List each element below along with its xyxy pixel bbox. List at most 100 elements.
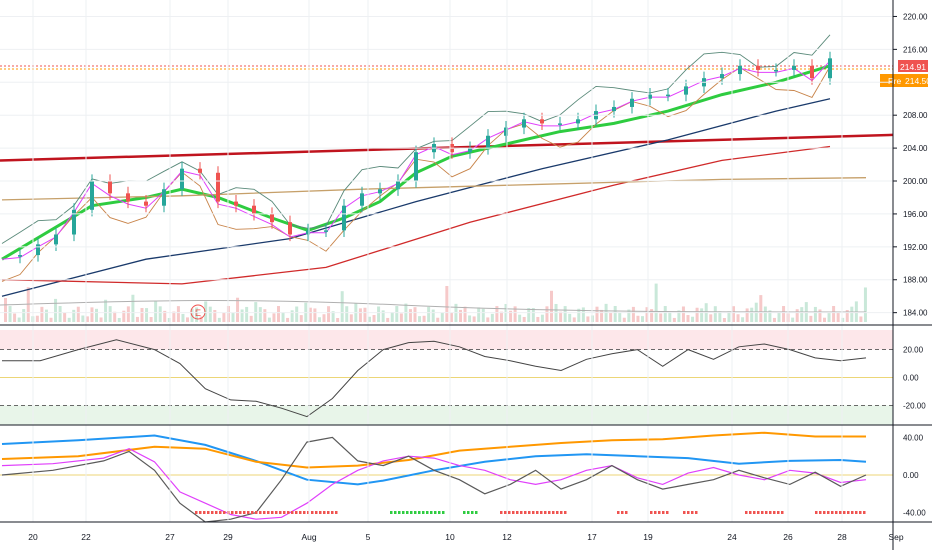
volume-bar-82 bbox=[377, 306, 381, 322]
volume-bar-134 bbox=[613, 306, 617, 322]
signal-dot-0-215 bbox=[215, 511, 218, 514]
volume-bar-161 bbox=[736, 314, 740, 322]
volume-bar-51 bbox=[236, 297, 240, 322]
earnings-marker-icon[interactable] bbox=[190, 304, 206, 320]
x-tick-label-13: Sep bbox=[888, 532, 903, 542]
volume-bar-124 bbox=[568, 313, 572, 322]
price-tick-label-4: 204.00 bbox=[903, 144, 928, 153]
volume-bar-80 bbox=[368, 316, 371, 322]
volume-bar-10 bbox=[49, 317, 53, 322]
signal-dot-0-231 bbox=[231, 511, 234, 514]
volume-bar-62 bbox=[286, 317, 290, 322]
volume-bar-144 bbox=[659, 313, 663, 322]
volume-bar-37 bbox=[172, 311, 176, 322]
volume-bar-185 bbox=[845, 309, 849, 322]
signal-dot-0-299 bbox=[299, 511, 302, 514]
signal-dot-1-414 bbox=[414, 511, 417, 514]
price-panel bbox=[0, 34, 894, 322]
volume-bar-20 bbox=[95, 308, 98, 322]
signal-dot-0-287 bbox=[287, 511, 290, 514]
signal-dot-3-516 bbox=[516, 511, 519, 514]
volume-bar-103 bbox=[472, 316, 476, 322]
x-tick-label-6: 10 bbox=[445, 532, 455, 542]
volume-bar-36 bbox=[167, 317, 171, 322]
signal-dot-1-418 bbox=[418, 511, 421, 514]
volume-bar-177 bbox=[809, 315, 813, 322]
volume-bar-23 bbox=[108, 306, 112, 322]
signal-dot-7-777 bbox=[777, 511, 780, 514]
volume-bar-125 bbox=[572, 317, 576, 322]
candle-body-2 bbox=[36, 244, 40, 256]
moving-average-3 bbox=[1, 177, 867, 201]
candle-body-9 bbox=[162, 189, 166, 206]
volume-bar-117 bbox=[536, 316, 540, 322]
volume-bar-156 bbox=[713, 306, 717, 322]
volume-bar-65 bbox=[299, 315, 303, 322]
volume-bar-26 bbox=[122, 310, 126, 322]
candle-body-16 bbox=[288, 222, 292, 235]
volume-bar-84 bbox=[386, 317, 390, 322]
candle-body-3 bbox=[54, 234, 58, 245]
x-tick-label-11: 26 bbox=[783, 532, 793, 542]
volume-bar-60 bbox=[277, 306, 280, 322]
volume-bar-104 bbox=[477, 307, 481, 322]
signal-dot-8-819 bbox=[819, 511, 822, 514]
signal-dot-8-863 bbox=[863, 511, 866, 514]
signal-dot-7-753 bbox=[753, 511, 756, 514]
signal-dot-0-203 bbox=[203, 511, 206, 514]
signal-dot-0-251 bbox=[251, 511, 254, 514]
volume-bar-15 bbox=[72, 309, 76, 322]
pre-market-price: 214.50 bbox=[905, 76, 931, 86]
volume-bar-123 bbox=[563, 306, 567, 322]
signal-dot-3-520 bbox=[520, 511, 523, 514]
signal-dot-0-323 bbox=[323, 511, 326, 514]
signal-dot-3-564 bbox=[564, 511, 567, 514]
price-tick-label-8: 188.00 bbox=[903, 276, 928, 285]
signal-dot-1-434 bbox=[434, 511, 437, 514]
volume-bar-54 bbox=[249, 315, 253, 322]
volume-bar-186 bbox=[850, 306, 854, 322]
volume-bar-182 bbox=[832, 306, 836, 322]
candle-body-42 bbox=[756, 65, 760, 70]
signal-dot-1-402 bbox=[402, 511, 405, 514]
volume-bar-116 bbox=[531, 308, 535, 322]
volume-bar-70 bbox=[322, 314, 326, 322]
volume-bar-87 bbox=[399, 313, 403, 322]
volume-bar-109 bbox=[499, 311, 503, 322]
signal-dot-3-556 bbox=[556, 511, 559, 514]
candle-body-13 bbox=[234, 201, 238, 206]
volume-bar-136 bbox=[622, 317, 626, 322]
volume-bar-64 bbox=[295, 306, 299, 322]
volume-bar-150 bbox=[686, 315, 690, 322]
volume-bar-9 bbox=[44, 309, 48, 322]
price-tick-label-5: 200.00 bbox=[903, 177, 928, 186]
signal-dot-0-247 bbox=[247, 511, 250, 514]
volume-bar-52 bbox=[240, 309, 244, 322]
dmi-series-3 bbox=[1, 436, 867, 523]
price-tick-label-7: 192.00 bbox=[903, 243, 928, 252]
signal-dot-6-687 bbox=[687, 511, 690, 514]
volume-bar-29 bbox=[135, 316, 139, 322]
candle-body-31 bbox=[558, 123, 562, 125]
volume-bar-128 bbox=[586, 316, 590, 322]
signal-dot-0-219 bbox=[219, 511, 222, 514]
x-tick-label-3: 29 bbox=[223, 532, 233, 542]
signal-dot-3-532 bbox=[532, 511, 535, 514]
volume-bar-178 bbox=[813, 306, 817, 322]
volume-bar-34 bbox=[158, 306, 162, 322]
signal-dot-8-831 bbox=[831, 511, 834, 514]
volume-bar-46 bbox=[213, 310, 217, 322]
signal-dot-3-504 bbox=[504, 511, 507, 514]
grid-lines bbox=[0, 0, 893, 522]
signal-dot-1-426 bbox=[426, 511, 429, 514]
signal-dot-3-540 bbox=[540, 511, 543, 514]
volume-bar-111 bbox=[509, 310, 513, 322]
volume-bar-91 bbox=[418, 316, 422, 322]
signal-dot-8-835 bbox=[835, 511, 838, 514]
volume-bar-18 bbox=[85, 316, 89, 322]
signal-dot-0-335 bbox=[335, 511, 338, 514]
volume-bar-101 bbox=[463, 306, 467, 322]
volume-bar-159 bbox=[727, 311, 731, 322]
x-axis: 20 22 27 29 Aug 5 10 12 17 19 24 26 28 Sep bbox=[28, 532, 904, 542]
